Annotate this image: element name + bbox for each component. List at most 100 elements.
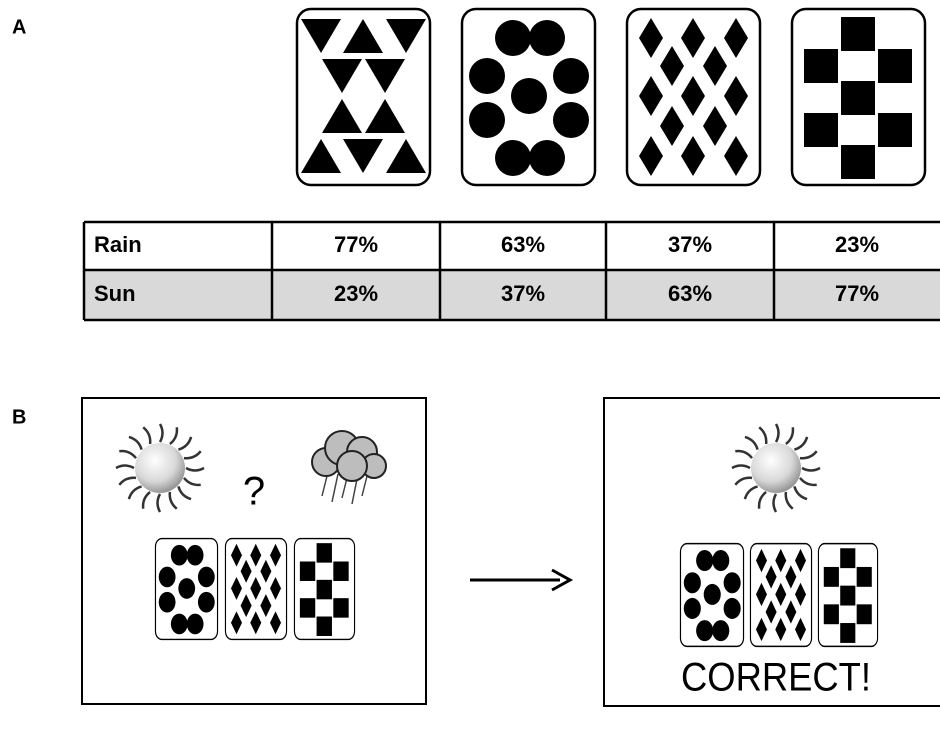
- sun-ray: [169, 427, 179, 445]
- square: [878, 49, 912, 83]
- diamond: [639, 76, 663, 116]
- sun-ray: [158, 423, 164, 443]
- card-symbols: [683, 550, 741, 642]
- table-lines: [82, 220, 940, 322]
- card: [679, 542, 745, 648]
- card: [749, 542, 813, 648]
- diamond: [724, 136, 748, 176]
- diamond: [765, 565, 777, 589]
- card-border: [295, 7, 432, 187]
- arrow: [470, 568, 574, 592]
- diamond: [270, 576, 282, 600]
- card: [460, 7, 597, 187]
- sun-ray: [757, 491, 767, 509]
- card-symbols: [299, 543, 349, 636]
- diamond: [270, 611, 282, 635]
- circle: [170, 544, 188, 566]
- diamond: [250, 543, 262, 567]
- square: [841, 145, 875, 179]
- sun-ray: [794, 436, 809, 451]
- triangle: [322, 99, 362, 133]
- sun-disc: [751, 443, 801, 493]
- table-cell: 23%: [835, 232, 879, 257]
- circle: [703, 583, 721, 605]
- card-symbols: [755, 548, 807, 642]
- circle: [712, 550, 730, 572]
- circle: [712, 620, 730, 642]
- circle: [683, 597, 701, 619]
- triangle: [365, 59, 405, 93]
- square: [299, 598, 316, 618]
- card: [154, 537, 219, 641]
- diamond: [703, 46, 727, 86]
- rain-cloud: [311, 430, 387, 505]
- sun-ray: [185, 466, 205, 472]
- circle: [529, 140, 565, 176]
- diamond: [755, 582, 767, 607]
- card-symbols: [639, 18, 748, 176]
- square: [316, 579, 332, 600]
- diamond: [660, 106, 684, 146]
- sun-ray: [785, 427, 795, 445]
- circle: [170, 613, 188, 635]
- sun-ray: [118, 476, 137, 486]
- card-symbols: [469, 20, 589, 176]
- diamond: [755, 617, 767, 642]
- circle: [696, 620, 714, 642]
- square: [823, 604, 839, 625]
- diamond: [681, 76, 705, 116]
- sun-ray: [743, 485, 758, 500]
- sun-ray: [801, 466, 821, 472]
- diamond: [795, 582, 807, 607]
- sun-ray: [115, 464, 135, 470]
- circle: [469, 58, 505, 94]
- diamond: [639, 18, 663, 58]
- table-cell: 77%: [835, 281, 879, 306]
- circle: [197, 566, 215, 588]
- square: [823, 566, 839, 587]
- square: [316, 543, 332, 563]
- square: [333, 561, 349, 581]
- prompt: ?: [243, 470, 265, 514]
- diamond: [775, 582, 787, 607]
- triangle: [322, 59, 362, 93]
- triangle: [343, 19, 383, 53]
- row-header: Sun: [94, 281, 136, 306]
- square: [856, 604, 872, 625]
- diamond: [260, 559, 272, 583]
- sun-ray: [731, 464, 751, 470]
- sun-ray: [774, 423, 780, 443]
- sun-ray: [119, 449, 137, 459]
- sun-ray: [784, 491, 794, 510]
- sun-ray: [141, 491, 151, 509]
- sun-icon: [731, 423, 821, 513]
- circle: [696, 550, 714, 572]
- square: [333, 598, 349, 618]
- diamond: [230, 611, 242, 635]
- sun-ray: [156, 493, 162, 513]
- sun-ray: [744, 435, 759, 450]
- square: [878, 113, 912, 147]
- square: [299, 561, 316, 581]
- diamond: [681, 136, 705, 176]
- square: [804, 113, 838, 147]
- sun-ray: [772, 493, 778, 513]
- circle: [158, 566, 176, 588]
- circle: [723, 572, 741, 594]
- circle: [469, 102, 505, 138]
- square: [316, 616, 332, 636]
- sun-ray: [178, 436, 193, 451]
- diamond: [250, 611, 262, 635]
- card: [625, 7, 762, 187]
- sun-ray: [177, 486, 192, 501]
- diamond: [230, 576, 242, 600]
- diamond: [785, 600, 797, 624]
- diamond: [240, 559, 252, 583]
- diamond: [775, 548, 787, 573]
- diamond: [724, 76, 748, 116]
- diamond: [795, 617, 807, 642]
- diamond: [765, 600, 777, 624]
- triangle: [301, 19, 341, 53]
- table-cell: 63%: [668, 281, 712, 306]
- sun-ray: [168, 491, 178, 510]
